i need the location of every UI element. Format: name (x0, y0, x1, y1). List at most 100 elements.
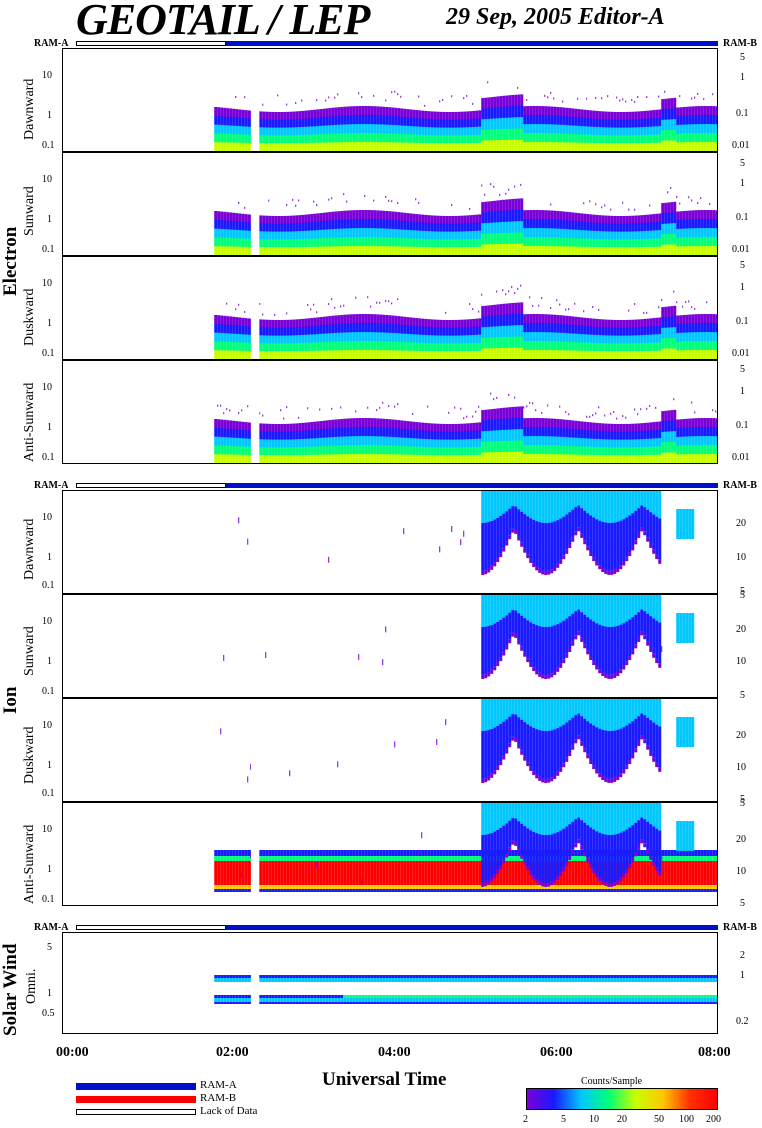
spectrogram-cell (235, 437, 239, 447)
spectrogram-cell (556, 624, 560, 668)
spectrogram-cell (547, 96, 549, 99)
spectrogram-cell (232, 856, 236, 861)
spectrogram-cell (355, 454, 359, 464)
spectrogram-cell (544, 730, 548, 779)
spectrogram-cell (352, 237, 356, 247)
spectrogram-cell (418, 889, 422, 892)
spectrogram-cell (307, 856, 311, 861)
spectrogram-cell (655, 334, 659, 344)
spectrogram-cell (511, 861, 515, 885)
spectrogram-cell (655, 699, 659, 725)
spectrogram-cell (664, 442, 668, 454)
spectrogram-cell (529, 228, 533, 238)
spectrogram-cell (487, 316, 491, 328)
spectrogram-cell (358, 314, 362, 324)
spectrogram-cell (430, 335, 434, 344)
spectrogram-cell (634, 540, 638, 545)
spectrogram-cell (619, 319, 623, 329)
spectrogram-cell (334, 324, 338, 334)
spectrogram-cell (619, 669, 623, 674)
spectrogram-cell (631, 143, 635, 152)
spectrogram-cell (322, 212, 326, 222)
spectrogram-cell (607, 223, 611, 232)
spectrogram-cell (580, 612, 584, 638)
spectrogram-cell (559, 133, 563, 143)
spectrogram-cell (703, 133, 707, 143)
spectrogram-cell (241, 421, 245, 431)
spectrogram-cell (292, 231, 296, 240)
spectrogram-cell (616, 729, 620, 777)
spectrogram-cell (475, 222, 479, 232)
spectrogram-cell (406, 856, 410, 861)
ion-dawnward-label: Dawnward (22, 518, 37, 580)
spectrogram-cell (376, 885, 380, 889)
spectrogram-cell (496, 200, 500, 212)
spectrogram-cell (622, 343, 626, 352)
spectrogram-cell (490, 832, 494, 878)
spectrogram-cell (217, 889, 221, 892)
spectrogram-cell (463, 239, 467, 248)
spectrogram-cell (307, 318, 311, 327)
spectrogram-cell (610, 570, 614, 575)
spectrogram-cell (268, 111, 272, 121)
spectrogram-cell (244, 134, 248, 144)
spectrogram-cell (514, 803, 518, 819)
spectrogram-cell (586, 350, 590, 360)
spectrogram-cell (361, 133, 365, 143)
spectrogram-cell (340, 856, 344, 861)
spectrogram-cell (493, 233, 497, 245)
spectrogram-cell (679, 341, 683, 351)
spectrogram-cell (313, 429, 317, 439)
spectrogram-cell (499, 723, 503, 762)
spectrogram-cell (433, 215, 437, 224)
spectrogram-cell (337, 124, 341, 134)
spectrogram-cell (217, 341, 221, 351)
spectrogram-cell (277, 850, 281, 856)
spectrogram-cell (643, 491, 647, 508)
spectrogram-cell (466, 423, 470, 432)
spectrogram-cell (346, 850, 350, 856)
spectrogram-cell (502, 803, 506, 826)
spectrogram-cell (646, 595, 650, 614)
spectrogram-cell (580, 142, 584, 152)
spectrogram-cell (295, 143, 299, 152)
spectrogram-cell (466, 111, 470, 120)
spectrogram-cell (691, 228, 695, 238)
spectrogram-cell (220, 220, 224, 230)
spectrogram-cell (715, 133, 719, 143)
spectrogram-cell (601, 231, 605, 240)
spectrogram-cell (340, 219, 344, 230)
spectrogram-cell (667, 420, 671, 432)
spectrogram-cell (250, 852, 252, 859)
spectrogram-cell (547, 803, 551, 835)
spectrogram-cell (604, 204, 606, 207)
spectrogram-cell (469, 127, 473, 136)
spectrogram-cell (235, 342, 239, 352)
spectrogram-cell (679, 445, 683, 455)
spectrogram-cell (478, 246, 482, 256)
spectrogram-cell (292, 423, 296, 432)
spectrogram-cell (487, 430, 491, 443)
spectrogram-cell (712, 314, 716, 324)
spectrogram-cell (442, 885, 446, 889)
spectrogram-cell (520, 750, 524, 755)
spectrogram-cell (520, 94, 524, 107)
spectrogram-cell (388, 228, 392, 238)
spectrogram-cell (622, 415, 624, 418)
spectrogram-cell (655, 724, 659, 764)
spectrogram-cell (649, 118, 653, 128)
spectrogram-cell (613, 127, 617, 136)
spectrogram-cell (550, 834, 554, 882)
spectrogram-cell (529, 427, 533, 437)
spectrogram-cell (478, 310, 480, 313)
spectrogram-cell (232, 246, 236, 256)
spectrogram-cell (391, 91, 393, 94)
spectrogram-cell (235, 308, 237, 311)
spectrogram-cell (373, 106, 377, 116)
spectrogram-cell (535, 133, 539, 143)
spectrogram-cell (613, 595, 617, 627)
spectrogram-cell (535, 323, 539, 333)
spectrogram-cell (397, 133, 401, 143)
spectrogram-cell (439, 100, 441, 103)
spectrogram-cell (613, 777, 617, 782)
